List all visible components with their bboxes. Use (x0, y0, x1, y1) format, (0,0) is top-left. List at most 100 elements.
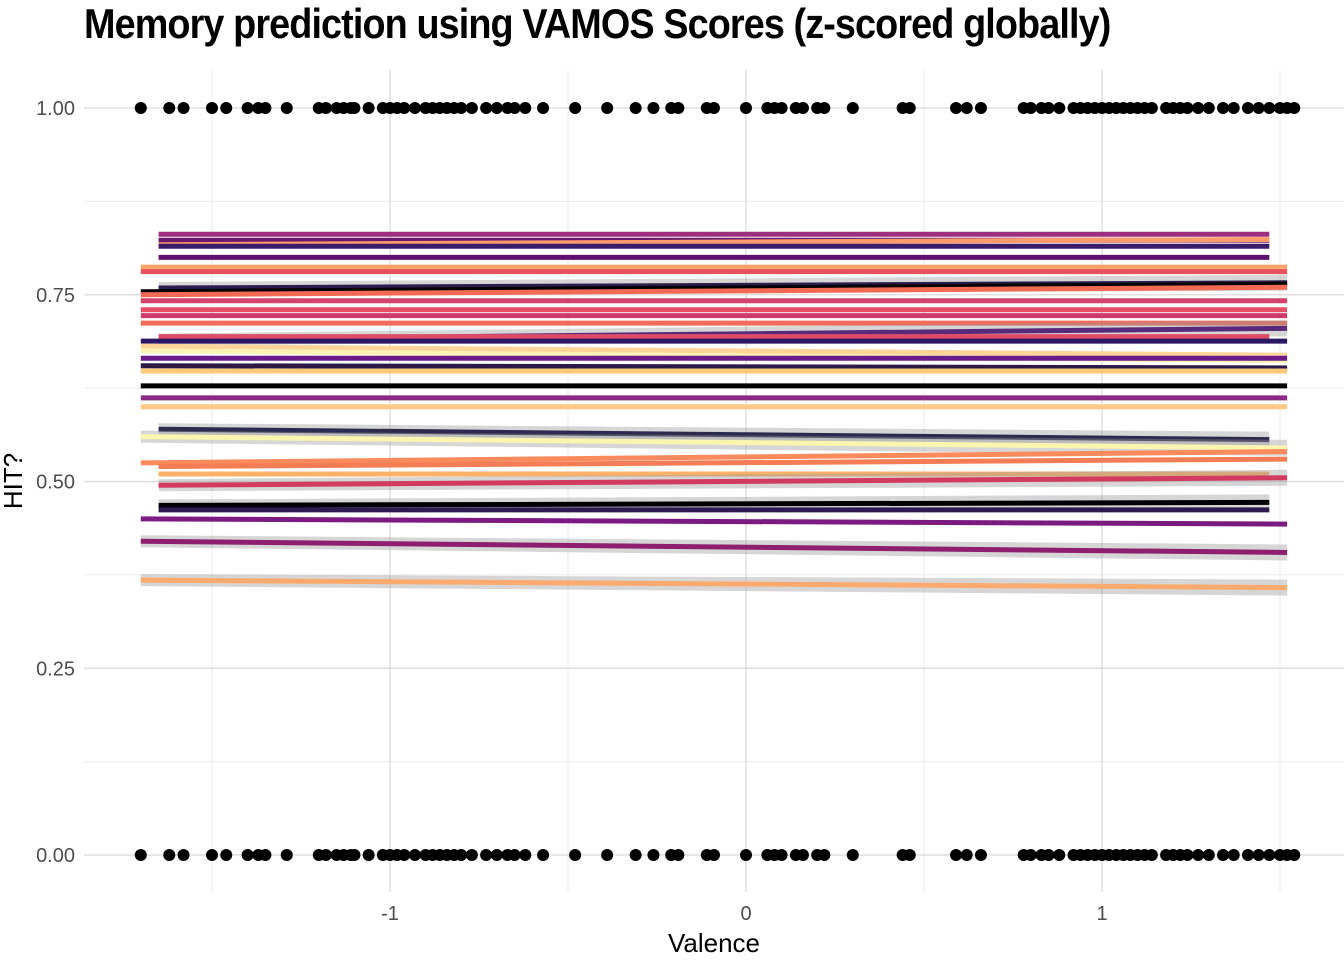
data-point (280, 849, 293, 861)
regression-line (158, 426, 1270, 443)
data-point (1241, 102, 1254, 114)
data-point (1181, 849, 1194, 861)
data-point (1288, 102, 1301, 114)
data-point (134, 102, 147, 114)
data-point (1181, 102, 1194, 114)
data-point (1252, 849, 1265, 861)
data-point (206, 849, 218, 861)
data-point (134, 849, 147, 861)
data-point (974, 849, 987, 861)
data-point (206, 102, 218, 114)
data-point (1145, 102, 1158, 114)
data-point (1042, 102, 1055, 114)
data-point (796, 849, 809, 861)
regression-line (140, 281, 1288, 295)
data-point (408, 102, 421, 114)
data-point (960, 849, 973, 861)
data-point (1145, 849, 1158, 861)
data-point (846, 102, 859, 114)
data-point (740, 849, 752, 861)
regression-line (158, 475, 1288, 488)
regression-line (140, 538, 1288, 555)
data-point (280, 102, 293, 114)
regression-line (140, 434, 1288, 451)
data-point (1192, 102, 1205, 114)
y-tick-label: 1.00 (36, 98, 75, 120)
data-point (490, 102, 503, 114)
data-point (569, 849, 582, 861)
data-point (1024, 102, 1037, 114)
data-point (569, 102, 582, 114)
regression-line (158, 456, 1288, 470)
data-point (259, 849, 272, 861)
data-point (672, 849, 685, 861)
data-point (537, 849, 550, 861)
data-point (519, 102, 532, 114)
data-point (490, 849, 503, 861)
data-point (846, 849, 859, 861)
data-point (220, 102, 233, 114)
data-point (220, 849, 233, 861)
y-tick-label: 0.50 (36, 472, 75, 494)
regression-line (140, 449, 1288, 466)
data-point (950, 102, 963, 114)
data-point (398, 102, 411, 114)
y-tick-label: 0.25 (36, 658, 75, 680)
regression-lines (140, 231, 1288, 596)
data-point (348, 102, 361, 114)
data-point (707, 102, 720, 114)
y-axis-title: HIT? (0, 453, 28, 509)
data-point (818, 849, 831, 861)
data-point (163, 102, 176, 114)
data-point (465, 102, 478, 114)
regression-line (140, 577, 1288, 591)
data-points (134, 102, 1301, 861)
data-point (775, 849, 788, 861)
chart-title: Memory prediction using VAMOS Scores (z-… (84, 0, 1111, 47)
y-tick-label: 0.75 (36, 285, 75, 307)
data-point (508, 102, 521, 114)
data-point (1217, 102, 1230, 114)
y-axis-ticks: 0.00 0.25 0.50 0.75 1.00 (36, 98, 75, 867)
data-point (508, 849, 521, 861)
data-point (319, 849, 332, 861)
data-point (241, 102, 254, 114)
x-tick-label: 0 (740, 903, 751, 925)
data-point (672, 102, 685, 114)
data-point (647, 102, 660, 114)
data-point (480, 102, 493, 114)
data-point (1192, 849, 1205, 861)
data-point (177, 102, 190, 114)
data-point (629, 849, 642, 861)
data-point (1288, 849, 1301, 861)
data-point (818, 102, 831, 114)
data-point (629, 102, 642, 114)
data-point (903, 102, 916, 114)
data-point (974, 102, 987, 114)
regression-line (140, 343, 1288, 358)
x-tick-label: -1 (381, 903, 399, 925)
data-point (455, 102, 468, 114)
data-point (480, 849, 493, 861)
regression-line (158, 499, 1270, 508)
data-point (601, 849, 614, 861)
data-point (1053, 102, 1066, 114)
data-point (259, 102, 272, 114)
data-point (1053, 849, 1066, 861)
data-point (1227, 849, 1240, 861)
data-point (537, 102, 550, 114)
data-point (398, 849, 411, 861)
data-point (319, 102, 332, 114)
regression-line (140, 363, 1288, 371)
data-point (950, 849, 963, 861)
data-point (1227, 102, 1240, 114)
data-point (1024, 849, 1037, 861)
regression-line (140, 516, 1288, 527)
data-point (601, 102, 614, 114)
data-point (348, 849, 361, 861)
data-point (362, 849, 375, 861)
data-point (796, 102, 809, 114)
data-point (408, 849, 421, 861)
data-point (1241, 849, 1254, 861)
